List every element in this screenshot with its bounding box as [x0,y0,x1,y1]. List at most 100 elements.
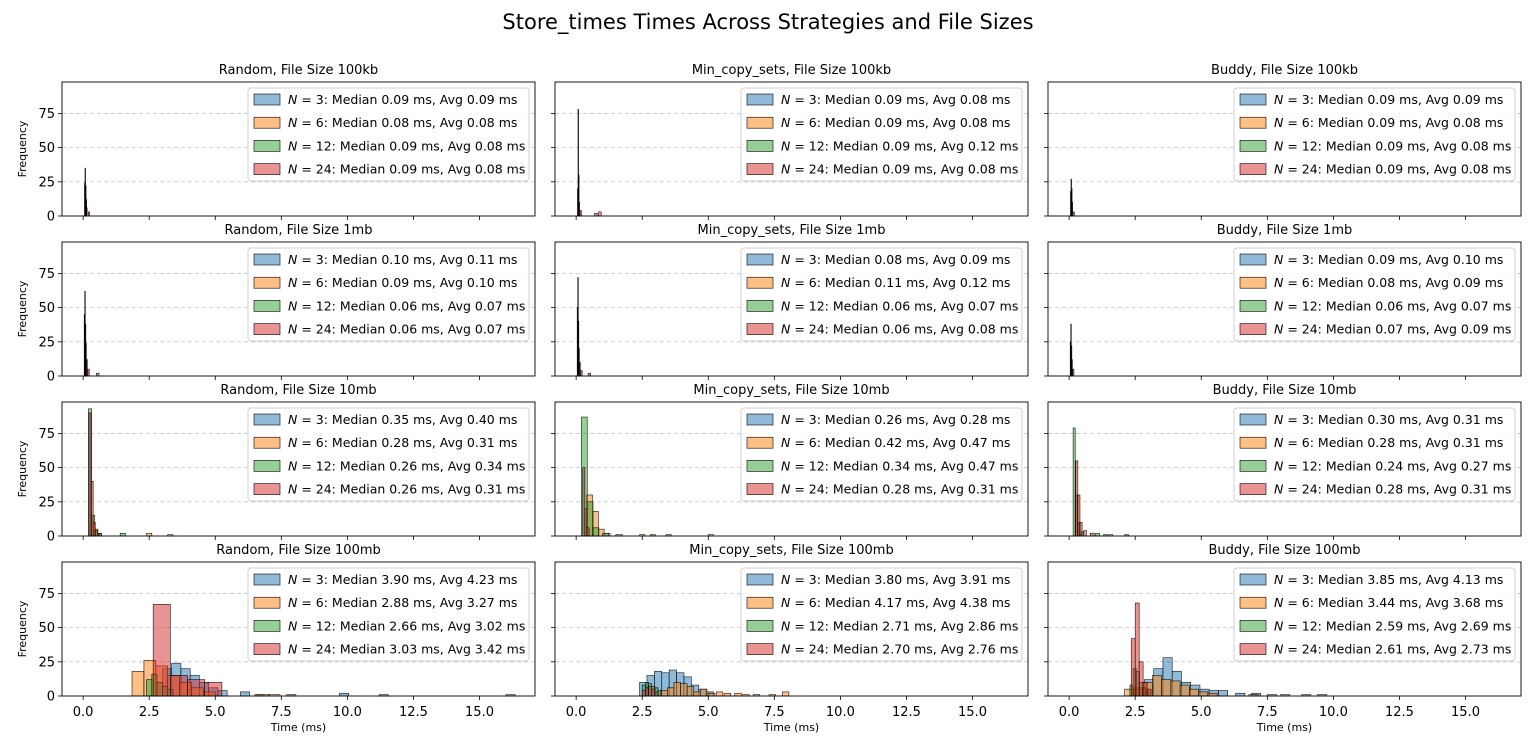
legend-entry: N = 12: Median 0.34 ms, Avg 0.47 ms [781,458,1018,473]
legend-swatch [253,323,281,335]
legend-entry: N = 3: Median 0.09 ms, Avg 0.09 ms [1274,92,1503,107]
axes-frame [61,81,536,217]
legend-entry-text: = 12: Median 0.06 ms, Avg 0.07 ms [790,298,1018,313]
legend-box [247,407,530,502]
legend-n-symbol: N [781,322,791,337]
legend-entry-text: = 12: Median 0.34 ms, Avg 0.47 ms [790,458,1018,473]
histogram-bar [1170,680,1181,697]
axes-frame [1047,241,1522,377]
legend-box [247,247,530,342]
legend-entry: N = 12: Median 2.71 ms, Avg 2.86 ms [781,618,1018,633]
histogram-bar [1179,684,1190,697]
subplot-title: Min_copy_sets, File Size 1mb [698,223,886,238]
legend-entry: N = 24: Median 0.28 ms, Avg 0.31 ms [781,482,1018,497]
legend-swatch [746,643,774,655]
subplot-2: Min_copy_sets, File Size 100kb N = 3: Med… [551,63,1029,220]
legend-n-symbol: N [1274,138,1284,153]
y-tick-label: 25 [38,495,55,510]
histogram-bar [131,671,145,697]
legend-entry-text: = 6: Median 0.28 ms, Avg 0.31 ms [1283,435,1503,450]
histogram-bar [204,682,223,697]
legend-swatch [1239,253,1267,266]
legend-swatch [1239,163,1267,175]
x-tick-label: 12.5 [892,705,921,720]
subplot-title: Random, File Size 1mb [225,223,373,238]
x-tick-label: 12.5 [399,705,428,720]
x-tick-label: 2.5 [1125,705,1146,720]
legend-swatch [253,483,281,495]
subplot-1: Random, File Size 100kb 0 25 50 75 Frequency N… [16,63,536,225]
legend-n-symbol: N [1274,322,1284,337]
legend-swatch [253,643,281,655]
legend-swatch [253,573,281,586]
legend-entry: N = 24: Median 0.26 ms, Avg 0.31 ms [288,482,525,497]
x-tick-label: 7.5 [271,705,292,720]
legend-entry: N = 3: Median 0.35 ms, Avg 0.40 ms [288,412,517,427]
legend-n-symbol: N [288,322,298,337]
legend-entry: N = 12: Median 0.09 ms, Avg 0.12 ms [781,138,1018,153]
legend-swatch [1239,483,1267,495]
histogram-bar [1075,460,1079,537]
legend-entry: N = 12: Median 0.09 ms, Avg 0.08 ms [288,138,525,153]
legend-swatch [1239,573,1267,586]
x-tick-label: 15.0 [1451,705,1480,720]
legend-swatch [253,436,281,449]
legend-entry-text: = 12: Median 2.71 ms, Avg 2.86 ms [790,618,1018,633]
legend-box [1233,407,1516,502]
histogram-bar [86,359,88,377]
histogram-bar [94,530,98,537]
histogram-bar [580,370,583,377]
y-tick-label: 0 [47,530,55,545]
x-tick-label: 10.0 [1319,705,1348,720]
legend-n-symbol: N [288,618,298,633]
legend-entry: N = 6: Median 0.09 ms, Avg 0.10 ms [288,275,517,290]
legend-n-symbol: N [1274,162,1284,177]
legend-n-symbol: N [288,595,298,610]
y-tick-label: 75 [38,107,55,122]
legend-n-symbol: N [1274,92,1284,107]
histogram-bar [1161,679,1172,697]
y-tick-label: 0 [47,370,55,385]
y-tick-label: 0 [47,210,55,225]
histogram-bar [1152,675,1162,697]
legend-entry: N = 6: Median 0.28 ms, Avg 0.31 ms [288,435,517,450]
legend-n-symbol: N [288,252,298,267]
legend-entry: N = 6: Median 0.09 ms, Avg 0.08 ms [781,115,1010,130]
legend-entry: N = 12: Median 0.09 ms, Avg 0.08 ms [1274,138,1511,153]
legend-entry-text: = 6: Median 0.09 ms, Avg 0.10 ms [297,275,517,290]
legend-box [740,247,1023,342]
legend-entry-text: = 6: Median 0.09 ms, Avg 0.08 ms [790,115,1010,130]
histogram-bar [715,691,724,697]
x-tick-label: 7.5 [764,705,785,720]
legend-swatch [746,436,774,449]
subplot-title: Min_copy_sets, File Size 100mb [689,543,893,558]
histogram-bar [651,688,656,697]
legend: N = 3: Median 0.10 ms, Avg 0.11 msN = 6:… [247,247,530,342]
legend-n-symbol: N [781,138,791,153]
histogram-bar [693,691,701,697]
legend-swatch [1239,643,1267,655]
histogram-bar [92,522,96,537]
legend-entry: N = 3: Median 0.09 ms, Avg 0.09 ms [288,92,517,107]
legend-entry: N = 24: Median 0.06 ms, Avg 0.07 ms [288,322,525,337]
legend-swatch [1239,413,1267,426]
legend: N = 3: Median 0.35 ms, Avg 0.40 ms N = 6:… [247,407,530,502]
legend-n-symbol: N [288,115,298,130]
legend-entry-text: = 3: Median 0.08 ms, Avg 0.09 ms [790,252,1010,267]
legend-swatch [746,116,774,129]
legend-entry-text: = 12: Median 0.06 ms, Avg 0.07 ms [297,298,525,313]
histogram-bar [660,690,668,697]
legend-entry: N = 6: Median 0.11 ms, Avg 0.12 ms [781,275,1010,290]
legend-entry-text: = 6: Median 0.28 ms, Avg 0.31 ms [297,435,517,450]
legend-n-symbol: N [1274,252,1284,267]
legend-entry-text: = 24: Median 0.26 ms, Avg 0.31 ms [297,482,525,497]
legend-swatch [1239,276,1267,289]
subplot-8: Min_copy_sets, File Size 10mb N = 3: Medi… [551,383,1029,540]
axes-frame [61,401,536,537]
legend-entry-text: = 6: Median 0.11 ms, Avg 0.12 ms [790,275,1010,290]
histogram-bar [592,527,600,537]
legend-entry-text: = 3: Median 0.35 ms, Avg 0.40 ms [297,412,517,427]
axes-frame [1047,401,1522,537]
legend-entry: N = 3: Median 3.80 ms, Avg 3.91 ms [781,572,1010,587]
